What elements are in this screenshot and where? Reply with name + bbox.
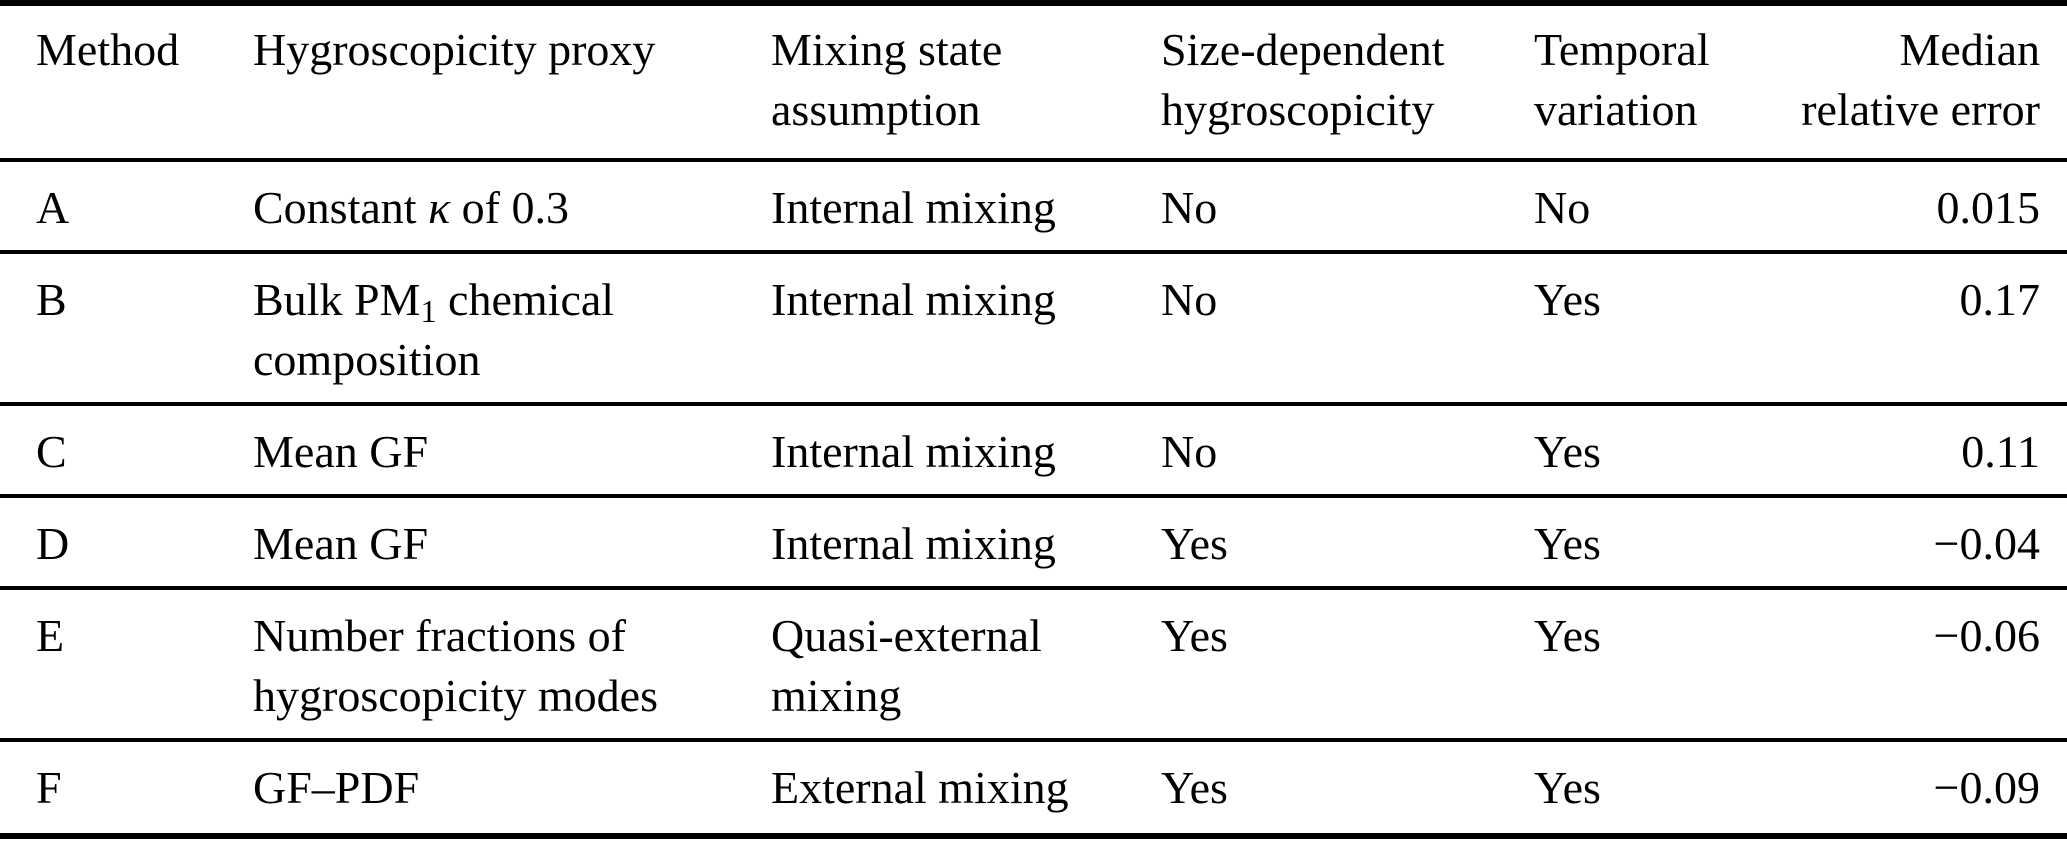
- cell-method: B: [36, 274, 67, 325]
- cell-median-relative-error: −0.09: [1933, 762, 2040, 813]
- cell-size-dependent: No: [1161, 274, 1218, 325]
- cell-mixing-state: External mixing: [771, 762, 1069, 813]
- text-part: Bulk PM: [253, 274, 421, 325]
- col-header-median-relative-error: Median relative error: [1801, 24, 2040, 135]
- cell-temporal: Yes: [1534, 426, 1601, 477]
- col-header-temporal-variation: Temporal variation: [1534, 24, 1710, 135]
- cell-temporal: Yes: [1534, 274, 1601, 325]
- cell-size-dependent: Yes: [1161, 610, 1228, 661]
- text-part-italic: κ: [428, 182, 451, 233]
- cell-temporal: Yes: [1534, 762, 1601, 813]
- text-part: Mean GF: [253, 426, 429, 477]
- text-part-subscript: 1: [420, 293, 437, 330]
- cell-method: C: [36, 426, 67, 477]
- col-header-method: Method: [36, 24, 180, 75]
- text-part: of 0.3: [450, 182, 569, 233]
- col-header-hygroscopicity-proxy: Hygroscopicity proxy: [253, 24, 656, 75]
- col-header-size-dependent-hygroscopicity: Size-dependent hygroscopicity: [1161, 24, 1445, 135]
- table-header: Method Hygroscopicity proxy Mixing state…: [0, 3, 2067, 160]
- cell-median-relative-error: 0.11: [1961, 426, 2040, 477]
- cell-proxy: Mean GF: [253, 404, 771, 496]
- cell-temporal: No: [1534, 182, 1591, 233]
- cell-temporal: Yes: [1534, 610, 1601, 661]
- text-part: Number fractions of hygroscopicity modes: [253, 610, 658, 721]
- cell-proxy: Number fractions of hygroscopicity modes: [253, 588, 771, 740]
- cell-proxy: Mean GF: [253, 496, 771, 588]
- text-part: chemical composition: [253, 274, 615, 385]
- cell-proxy: Constant κ of 0.3: [253, 160, 771, 252]
- col-header-mixing-state-assumption: Mixing state assumption: [771, 24, 1003, 135]
- cell-method: E: [36, 610, 65, 661]
- cell-size-dependent: Yes: [1161, 762, 1228, 813]
- cell-mixing-state: Internal mixing: [771, 426, 1056, 477]
- cell-mixing-state: Internal mixing: [771, 182, 1056, 233]
- cell-size-dependent: Yes: [1161, 518, 1228, 569]
- cell-method: A: [36, 182, 70, 233]
- table-row-method-A: A Constant κ of 0.3 Internal mixing No No 0.0…: [0, 160, 2067, 252]
- cell-proxy: GF–PDF: [253, 740, 771, 836]
- text-part: Mean GF: [253, 518, 429, 569]
- cell-median-relative-error: 0.17: [1959, 274, 2041, 325]
- cell-median-relative-error: 0.015: [1936, 182, 2041, 233]
- cell-size-dependent: No: [1161, 182, 1218, 233]
- cell-method: D: [36, 518, 70, 569]
- cell-proxy: Bulk PM1 chemical composition: [253, 252, 771, 404]
- table-row-method-B: B Bulk PM1 chemical composition Internal m…: [0, 252, 2067, 404]
- table-row-method-D: D Mean GF Internal mixing Yes Yes −0.04: [0, 496, 2067, 588]
- cell-size-dependent: No: [1161, 426, 1218, 477]
- table-row-method-F: F GF–PDF External mixing Yes Yes −0.09: [0, 740, 2067, 836]
- text-part: GF–PDF: [253, 762, 420, 813]
- table-row-method-E: E Number fractions of hygroscopicity mode…: [0, 588, 2067, 740]
- cell-temporal: Yes: [1534, 518, 1601, 569]
- cell-median-relative-error: −0.04: [1933, 518, 2040, 569]
- header-row: Method Hygroscopicity proxy Mixing state…: [0, 3, 2067, 160]
- cell-method: F: [36, 762, 62, 813]
- table-row-method-C: C Mean GF Internal mixing No Yes 0.11: [0, 404, 2067, 496]
- cell-mixing-state: Quasi-external mixing: [771, 610, 1042, 721]
- table-body: A Constant κ of 0.3 Internal mixing No No 0.0…: [0, 160, 2067, 836]
- cell-mixing-state: Internal mixing: [771, 274, 1056, 325]
- cell-mixing-state: Internal mixing: [771, 518, 1056, 569]
- text-part: Constant: [253, 182, 429, 233]
- cell-median-relative-error: −0.06: [1933, 610, 2040, 661]
